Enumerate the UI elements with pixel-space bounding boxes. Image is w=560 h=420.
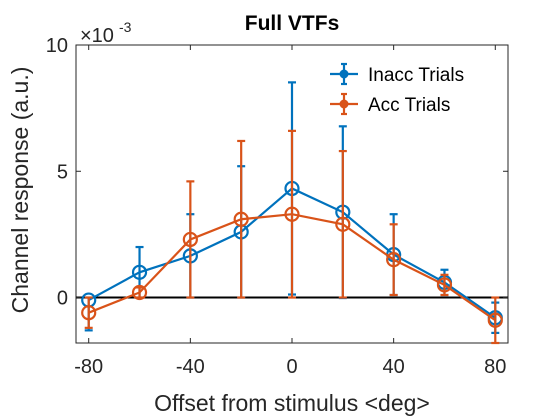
plot-area: -80 -40 0 40 80 0 5 10 bbox=[46, 35, 509, 378]
legend-label: Inacc Trials bbox=[368, 65, 464, 86]
x-tick-label: 80 bbox=[484, 356, 506, 378]
data-point bbox=[131, 284, 148, 301]
legend-entry: Acc Trials bbox=[330, 92, 450, 116]
data-point bbox=[386, 252, 402, 268]
x-tick-label: -80 bbox=[74, 356, 103, 378]
x-tick-label: -40 bbox=[176, 356, 205, 378]
y-axis-label: Channel response (a.u.) bbox=[7, 67, 33, 314]
data-point bbox=[131, 264, 148, 280]
chart-title: Full VTFs bbox=[245, 12, 340, 35]
x-axis-label: Offset from stimulus <deg> bbox=[154, 390, 430, 416]
data-point bbox=[335, 216, 351, 232]
y-multiplier-exponent: -3 bbox=[119, 19, 132, 35]
legend-entry: Inacc Trials bbox=[330, 62, 464, 86]
y-tick-label: 5 bbox=[57, 161, 68, 183]
y-tick-label: 10 bbox=[46, 35, 68, 57]
legend: Inacc Trials Acc Trials bbox=[330, 62, 464, 116]
series-line bbox=[88, 213, 496, 322]
y-tick-label: 0 bbox=[57, 288, 68, 310]
y-multiplier-base: ×10 bbox=[80, 25, 114, 47]
y-axis-multiplier: ×10 -3 bbox=[80, 19, 132, 47]
legend-marker bbox=[339, 99, 349, 109]
data-point bbox=[284, 206, 300, 222]
data-point bbox=[436, 277, 453, 293]
data-point bbox=[81, 305, 97, 321]
data-point bbox=[182, 231, 198, 248]
legend-label: Acc Trials bbox=[368, 95, 450, 116]
data-point bbox=[233, 211, 249, 227]
x-tick-label: 40 bbox=[383, 356, 405, 378]
series-acc-trials bbox=[81, 129, 503, 345]
x-tick-label: 0 bbox=[286, 356, 297, 378]
legend-marker bbox=[339, 69, 349, 79]
data-point bbox=[487, 312, 503, 328]
